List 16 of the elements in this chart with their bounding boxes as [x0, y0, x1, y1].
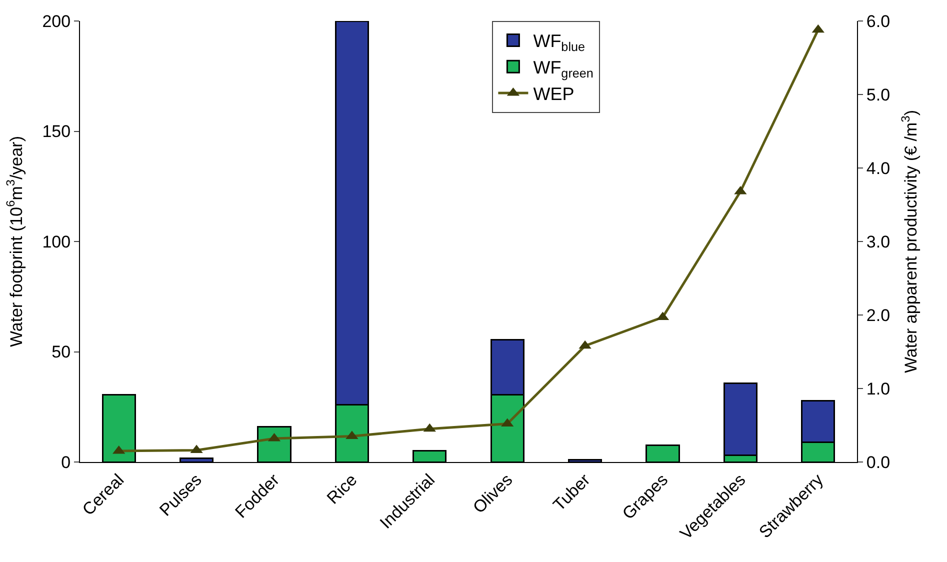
y2-tick-label: 0.0 — [866, 452, 890, 472]
y-tick-label: 200 — [42, 12, 71, 31]
legend-label: WF$_{blue}$ — [533, 31, 585, 54]
x-tick-label: Rice — [323, 470, 361, 508]
y2-tick-label: 3.0 — [866, 232, 890, 252]
y2-tick-label: 1.0 — [866, 379, 890, 398]
y2-tick-label: 4.0 — [866, 158, 890, 178]
y2-tick-label: 6.0 — [866, 12, 890, 31]
y-tick-label: 50 — [52, 342, 71, 362]
legend-label: WEP — [533, 84, 574, 104]
y-tick-label: 100 — [42, 232, 71, 252]
y-tick-label: 150 — [42, 122, 71, 142]
y2-tick-label: 5.0 — [866, 85, 890, 104]
legend-label: WF$_{green}$ — [533, 58, 594, 80]
y2-tick-label: 2.0 — [866, 306, 890, 325]
y-tick-label: 0 — [61, 452, 71, 472]
